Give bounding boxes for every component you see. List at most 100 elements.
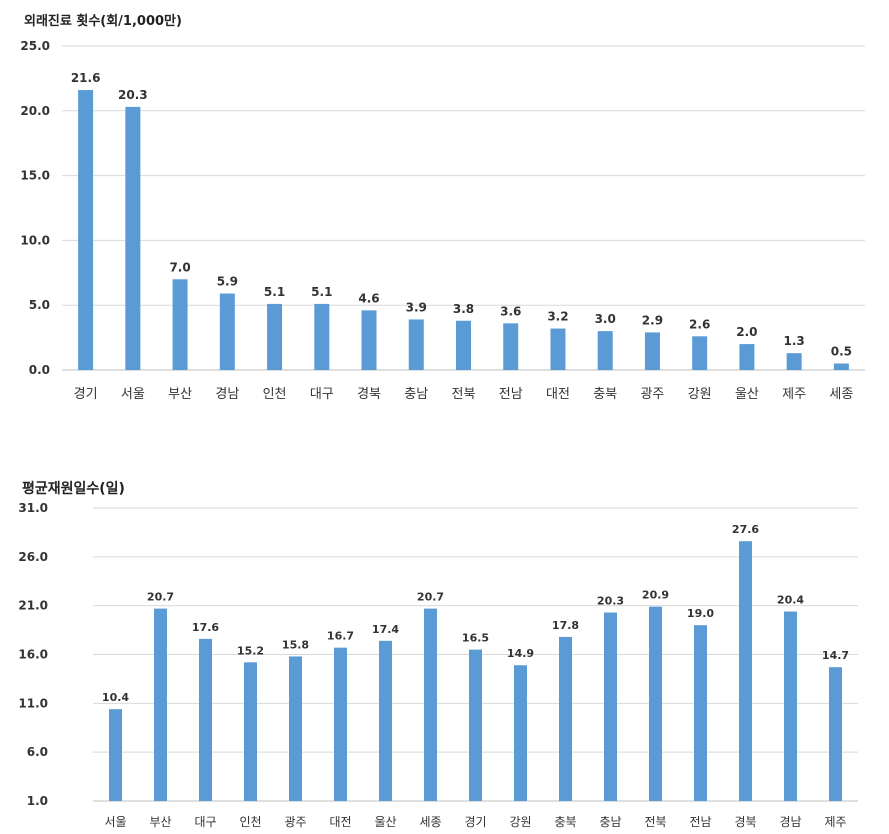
bar-충북 <box>597 331 613 370</box>
x-category-label: 전남 <box>499 387 523 402</box>
bar-경기 <box>469 649 482 801</box>
x-category-label: 경기 <box>74 387 98 402</box>
x-category-label: 경북 <box>357 387 381 402</box>
y-tick-label: 25.0 <box>20 39 50 53</box>
data-label: 20.3 <box>597 595 624 608</box>
data-label: 2.0 <box>736 325 757 339</box>
y-tick-label: 20.0 <box>20 104 50 118</box>
data-label: 10.4 <box>102 691 129 704</box>
data-label: 20.9 <box>642 589 669 602</box>
bar-전남 <box>503 323 519 370</box>
x-category-label: 경남 <box>215 387 239 402</box>
data-label: 3.8 <box>453 302 474 316</box>
bar-충남 <box>408 319 424 370</box>
data-label: 20.7 <box>147 591 174 604</box>
bar-세종 <box>424 608 437 801</box>
x-category-label: 인천 <box>263 387 287 402</box>
x-category-label: 부산 <box>168 387 192 402</box>
bar-부산 <box>154 608 167 801</box>
y-tick-label: 26.0 <box>18 550 48 564</box>
bar-울산 <box>379 640 392 801</box>
data-label: 3.2 <box>547 310 568 324</box>
x-category-label: 서울 <box>121 387 145 402</box>
bar-전북 <box>649 606 662 801</box>
x-category-label: 울산 <box>374 815 396 829</box>
chart-title: 외래진료 횟수(회/1,000만) <box>24 13 182 29</box>
x-category-label: 대전 <box>329 815 351 829</box>
bar-경남 <box>219 293 235 370</box>
data-label: 14.9 <box>507 647 534 660</box>
bar-인천 <box>244 662 257 801</box>
bar-경북 <box>361 310 377 370</box>
x-category-label: 제주 <box>824 815 846 829</box>
x-category-label: 경기 <box>464 815 486 829</box>
bar-제주 <box>786 353 802 370</box>
data-label: 3.9 <box>406 300 427 314</box>
x-category-label: 부산 <box>149 815 171 829</box>
bar-서울 <box>125 106 141 371</box>
bar-충남 <box>604 612 617 801</box>
bar-서울 <box>109 709 122 801</box>
data-label: 3.0 <box>595 312 616 326</box>
bar-제주 <box>829 667 842 801</box>
data-label: 14.7 <box>822 649 849 662</box>
bar-대구 <box>314 303 330 370</box>
y-tick-label: 0.0 <box>29 363 50 377</box>
bar-세종 <box>833 363 849 370</box>
chart-outpatient-visits: 외래진료 횟수(회/1,000만) 0.0 5.0 10.0 15.0 20.0 25.0… <box>20 13 865 402</box>
bar-광주 <box>644 332 660 370</box>
bar-울산 <box>739 344 755 370</box>
data-label: 20.3 <box>118 88 148 102</box>
data-label: 7.0 <box>169 260 190 274</box>
x-category-label: 강원 <box>688 387 712 402</box>
x-category-label: 충남 <box>404 387 428 402</box>
bar-대전 <box>550 328 566 370</box>
x-category-label: 대전 <box>546 387 570 402</box>
x-category-label: 대구 <box>194 815 216 829</box>
bar-대구 <box>199 638 212 801</box>
data-label: 2.6 <box>689 317 710 331</box>
data-label: 15.2 <box>237 644 264 657</box>
data-label: 19.0 <box>687 607 714 620</box>
x-category-label: 서울 <box>104 815 126 829</box>
bar-경기 <box>78 90 94 371</box>
bar-대전 <box>334 647 347 801</box>
x-category-label: 전북 <box>452 387 476 402</box>
y-tick-label: 10.0 <box>20 233 50 247</box>
data-label: 5.1 <box>311 285 332 299</box>
x-category-label: 강원 <box>509 815 531 829</box>
data-label: 1.3 <box>784 334 805 348</box>
bar-강원 <box>514 665 527 801</box>
data-label: 2.9 <box>642 313 663 327</box>
bar-경남 <box>784 611 797 801</box>
y-tick-label: 15.0 <box>20 169 50 183</box>
data-label: 0.5 <box>831 345 852 359</box>
x-category-label: 경남 <box>779 815 801 829</box>
data-label: 20.7 <box>417 591 444 604</box>
x-category-label: 세종 <box>419 815 441 829</box>
y-tick-label: 21.0 <box>18 599 48 613</box>
chart-title: 평균재원일수(일) <box>22 480 125 497</box>
x-category-label: 제주 <box>782 387 806 402</box>
data-label: 5.1 <box>264 285 285 299</box>
bar-경북 <box>739 541 752 801</box>
bar-인천 <box>267 303 283 370</box>
data-label: 16.5 <box>462 632 489 645</box>
bar-부산 <box>172 279 188 370</box>
x-category-label: 전남 <box>689 815 711 829</box>
x-category-label: 경북 <box>734 815 756 829</box>
x-category-label: 전북 <box>644 815 666 829</box>
bar-강원 <box>692 336 708 370</box>
x-category-label: 충북 <box>554 815 576 829</box>
x-category-label: 대구 <box>310 387 334 402</box>
y-tick-label: 6.0 <box>27 745 48 759</box>
y-tick-label: 1.0 <box>27 794 48 808</box>
x-category-label: 광주 <box>284 815 306 829</box>
y-tick-label: 11.0 <box>18 696 48 710</box>
y-tick-label: 5.0 <box>29 298 50 312</box>
bar-충북 <box>559 636 572 801</box>
x-category-label: 충북 <box>593 387 617 402</box>
data-label: 17.8 <box>552 619 579 632</box>
bar-광주 <box>289 656 302 801</box>
